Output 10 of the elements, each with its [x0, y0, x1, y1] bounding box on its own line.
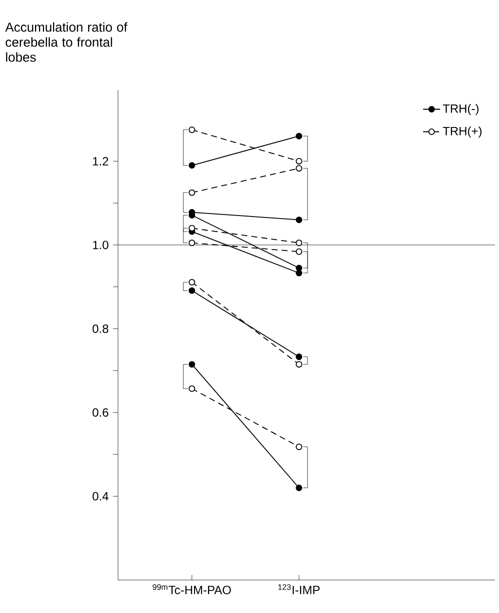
y-tick-label: 1.2: [93, 157, 108, 166]
y-axis-title: Accumulation ratio of cerebella to frontal lobes: [5, 22, 128, 62]
legend-label: TRH(+): [442, 126, 482, 138]
x-tick-label: $^{123}$I-IMP: [278, 584, 320, 594]
y-tick-label: 0.4: [92, 492, 108, 500]
y-tick-label: 1.0: [93, 240, 108, 250]
x-tick-label: $^{99m}$Tc-HM-PAO: [152, 584, 231, 594]
y-tick-label: 0.8: [92, 324, 108, 333]
y-tick-label: 0.6: [92, 408, 108, 417]
legend-label: TRH(-): [442, 104, 478, 116]
